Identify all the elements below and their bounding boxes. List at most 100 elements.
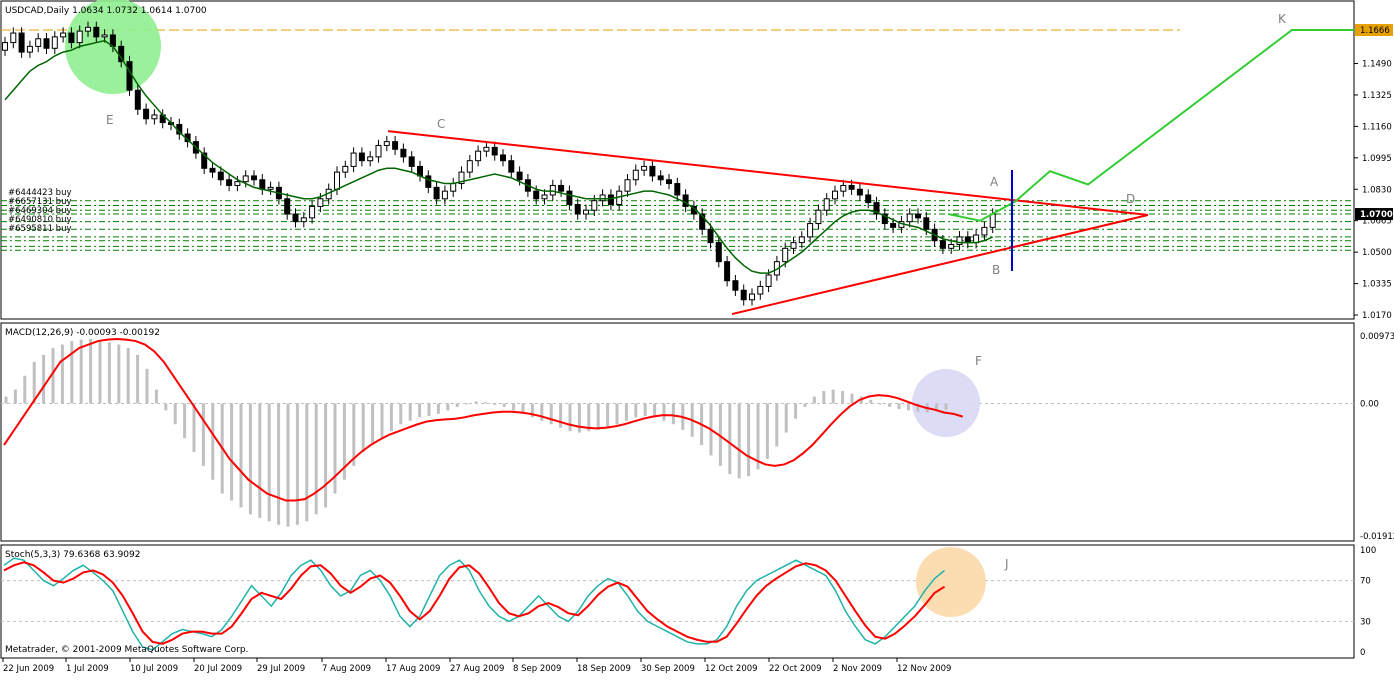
macd-histogram-bar: [436, 403, 440, 414]
macd-histogram-bar: [361, 403, 365, 452]
candle-body: [2, 42, 8, 51]
macd-histogram-bar: [277, 403, 281, 525]
macd-histogram-bar: [446, 403, 450, 411]
candle-body: [18, 32, 25, 53]
macd-histogram-bar: [775, 403, 779, 447]
candle-body: [309, 205, 316, 219]
candle-body: [674, 183, 681, 196]
macd-histogram-bar: [841, 390, 845, 404]
macd-histogram-bar: [239, 403, 243, 508]
macd-histogram-bar: [4, 396, 8, 404]
macd-histogram-bar: [615, 403, 619, 425]
candle-body: [765, 274, 772, 287]
macd-histogram-bar: [747, 403, 751, 477]
macd-histogram-bar: [408, 403, 412, 421]
candle-body: [217, 171, 224, 181]
macd-histogram-bar: [916, 403, 920, 412]
price-label: 1.0170: [1362, 311, 1392, 321]
macd-histogram-bar: [248, 403, 252, 515]
macd-histogram-bar: [136, 354, 140, 404]
macd-panel-frame: [0, 322, 1355, 542]
macd-histogram-bar: [60, 344, 64, 404]
macd-histogram-bar: [935, 403, 939, 412]
candle-body: [948, 244, 955, 249]
candle-body: [93, 26, 100, 38]
candle-body: [782, 247, 789, 263]
candle-body: [342, 165, 349, 173]
macd-histogram-bar: [483, 402, 487, 404]
macd-histogram-bar: [399, 403, 403, 425]
candle-body: [76, 30, 83, 44]
candle-body: [300, 217, 307, 223]
macd-histogram-bar: [568, 403, 572, 432]
macd-histogram-bar: [389, 403, 393, 432]
macd-histogram-bar: [192, 403, 196, 452]
macd-histogram-bar: [145, 368, 149, 404]
macd-histogram-bar: [79, 339, 83, 404]
macd-histogram-bar: [671, 403, 675, 425]
candle-body: [607, 194, 614, 206]
candle-body: [475, 150, 482, 162]
candle-body: [358, 152, 365, 162]
macd-histogram-bar: [164, 403, 168, 411]
macd-histogram-bar: [897, 403, 901, 409]
macd-histogram-bar: [380, 403, 384, 439]
macd-histogram-bar: [512, 403, 516, 411]
candle-body: [317, 198, 324, 207]
stoch-scale-label: 100: [1360, 546, 1376, 556]
candle-body: [583, 209, 589, 215]
candle-body: [881, 213, 888, 225]
stoch-signal-line: [3, 561, 946, 645]
order-label: #6444423 buy: [8, 188, 72, 198]
candle-body: [989, 213, 996, 228]
candle-body: [724, 261, 731, 282]
macd-histogram-bar: [765, 403, 769, 459]
price-label: 1.0500: [1362, 248, 1392, 258]
x-axis-label: 12 Nov 2009: [897, 664, 951, 674]
candle-body: [450, 183, 457, 192]
candle-body: [134, 89, 141, 110]
macd-histogram-bar: [173, 403, 177, 425]
macd-histogram-bar: [126, 347, 130, 404]
candle-body: [400, 148, 407, 158]
macd-histogram-bar: [784, 403, 788, 433]
candle-body: [367, 156, 374, 162]
macd-histogram-bar: [42, 354, 46, 404]
candle-body: [790, 242, 797, 249]
macd-histogram-bar: [183, 403, 187, 439]
candle-body: [599, 194, 606, 202]
candle-body: [856, 188, 863, 196]
candle-body: [740, 289, 747, 301]
candle-body: [533, 190, 540, 200]
x-axis-label: 20 Jul 2009: [194, 664, 242, 674]
macd-histogram-bar: [324, 403, 328, 508]
x-axis-label: 22 Oct 2009: [769, 664, 822, 674]
macd-histogram-bar: [117, 344, 121, 404]
candle-body: [242, 175, 249, 183]
candle-body: [500, 154, 506, 162]
candle-body: [234, 181, 241, 186]
macd-histogram-bar: [342, 403, 346, 480]
candle-body: [383, 141, 390, 146]
candle-body: [85, 26, 91, 32]
macd-histogram-bar: [662, 403, 666, 421]
order-label: #6469304 buy: [8, 206, 72, 216]
macd-histogram-bar: [577, 403, 581, 433]
candle-body: [392, 141, 399, 150]
x-axis-label: 10 Jul 2009: [130, 664, 178, 674]
candle-body: [441, 190, 448, 200]
macd-scale-label: -0.01912: [1360, 532, 1394, 542]
candle-body: [956, 236, 963, 246]
candle-body: [375, 144, 382, 158]
point-label-b: B: [992, 263, 1000, 277]
candle-body: [68, 32, 75, 44]
macd-histogram-bar: [530, 403, 534, 418]
candle-body: [848, 184, 855, 190]
macd-histogram-bar: [154, 389, 158, 404]
macd-histogram-bar: [888, 403, 892, 407]
price-label: 1.1325: [1362, 91, 1392, 101]
macd-histogram-bar: [267, 403, 271, 522]
candle-body: [798, 236, 805, 244]
macd-histogram-bar: [653, 403, 657, 418]
macd-histogram-bar: [549, 403, 553, 425]
